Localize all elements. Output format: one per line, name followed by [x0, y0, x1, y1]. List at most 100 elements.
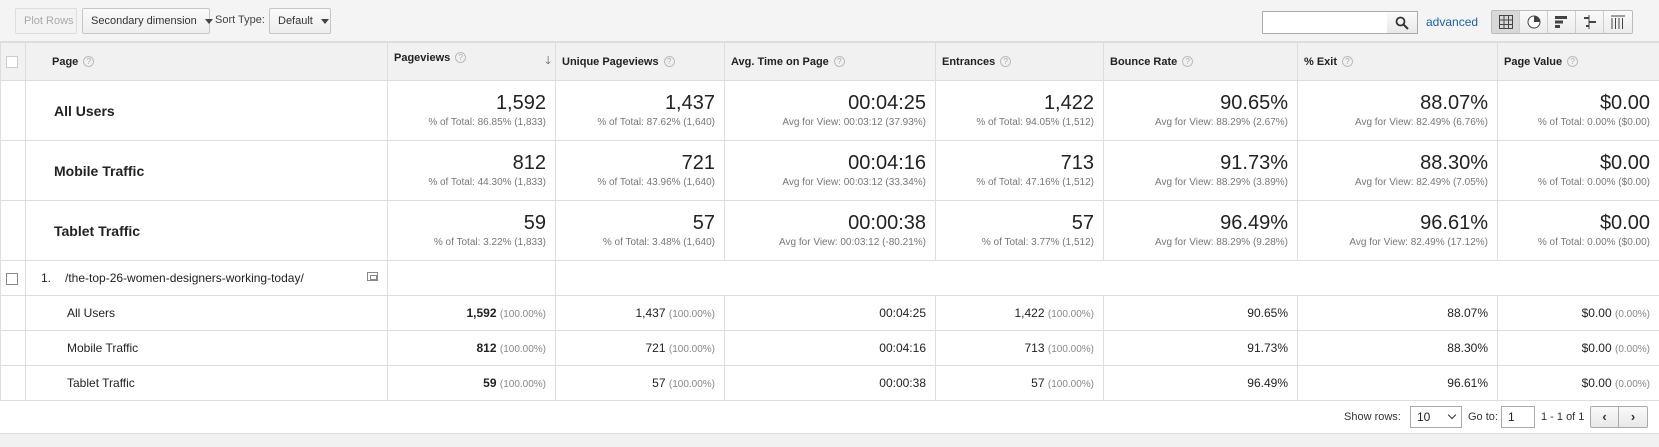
help-icon[interactable]: ? — [1000, 55, 1012, 67]
segment-unique: 1,437 (100.00%) — [555, 295, 725, 331]
header-avg-time[interactable]: Avg. Time on Page? — [724, 42, 936, 81]
help-icon[interactable]: ? — [455, 52, 467, 63]
header-exit[interactable]: % Exit? — [1297, 42, 1498, 81]
summary-value: 721 — [681, 152, 715, 174]
summary-subtext: % of Total: 94.05% (1,512) — [976, 117, 1094, 128]
search-button[interactable] — [1387, 11, 1418, 34]
summary-cell: $0.00 % of Total: 0.00% ($0.00) — [1497, 80, 1659, 141]
summary-value: 57 — [1071, 212, 1094, 234]
table-header-row: Page? Pageviews? 🡓 Unique Pageviews? Avg.… — [0, 42, 1659, 81]
summary-value: 00:04:25 — [848, 92, 926, 114]
chevron-right-icon: › — [1630, 409, 1636, 424]
select-all-checkbox[interactable] — [6, 55, 18, 68]
summary-row: Mobile Traffic 812 % of Total: 44.30% (1,… — [0, 140, 1659, 201]
segment-value: 812 — [476, 341, 497, 355]
search-icon — [1395, 16, 1409, 30]
table-row: 1. /the-top-26-women-designers-working-to… — [0, 260, 1659, 296]
summary-subtext: Avg for View: 82.49% (7.05%) — [1354, 177, 1488, 188]
summary-value: 59 — [523, 212, 546, 234]
table-view-button[interactable] — [1492, 11, 1520, 33]
summary-cell: 1,437 % of Total: 87.62% (1,640) — [555, 80, 725, 141]
help-icon[interactable]: ? — [1342, 55, 1354, 67]
segment-pct: (0.00%) — [1614, 379, 1650, 390]
header-page[interactable]: Page? — [25, 42, 388, 81]
row-checkbox[interactable] — [6, 272, 18, 285]
segment-entrances: 57 (100.00%) — [935, 365, 1104, 401]
help-icon[interactable]: ? — [83, 55, 95, 67]
segment-pct: (100.00%) — [499, 379, 546, 390]
page-path-link[interactable]: /the-top-26-women-designers-working-toda… — [65, 271, 304, 285]
segment-pct: (100.00%) — [499, 344, 546, 355]
segment-exit: 88.30% — [1297, 330, 1498, 366]
table-search-input[interactable] — [1262, 11, 1388, 34]
summary-cell: 57 % of Total: 3.48% (1,640) — [555, 200, 725, 261]
secondary-dimension-dropdown[interactable]: Secondary dimension — [82, 8, 213, 34]
segment-unique: 721 (100.00%) — [555, 330, 725, 366]
pivot-view-button[interactable] — [1604, 11, 1632, 33]
summary-subtext: % of Total: 0.00% ($0.00) — [1537, 117, 1650, 128]
show-rows-select[interactable]: 10 — [1410, 406, 1462, 428]
header-entrances[interactable]: Entrances? — [935, 42, 1104, 81]
header-unique-pageviews[interactable]: Unique Pageviews? — [555, 42, 725, 81]
row-select-cell — [0, 260, 26, 296]
page-cell: 1. /the-top-26-women-designers-working-to… — [25, 260, 388, 296]
performance-view-button[interactable] — [1548, 11, 1576, 33]
segment-value: 1,592 — [466, 306, 497, 320]
next-page-button[interactable]: › — [1619, 407, 1647, 427]
header-page-value-label: Page Value — [1504, 55, 1563, 68]
help-icon[interactable]: ? — [663, 55, 675, 67]
summary-value: 91.73% — [1220, 152, 1288, 174]
view-switcher — [1491, 10, 1633, 34]
segment-value: 1,422 — [1014, 306, 1045, 320]
help-icon[interactable]: ? — [1182, 55, 1194, 67]
summary-value: 00:04:16 — [848, 152, 926, 174]
header-pageviews[interactable]: Pageviews? 🡓 — [387, 42, 556, 81]
summary-value: 88.30% — [1420, 152, 1488, 174]
header-pageviews-label: Pageviews — [394, 52, 451, 64]
summary-subtext: Avg for View: 88.29% (3.89%) — [1154, 177, 1288, 188]
summary-row: All Users 1,592 % of Total: 86.85% (1,833… — [0, 80, 1659, 141]
header-bounce-rate[interactable]: Bounce Rate? — [1103, 42, 1298, 81]
summary-subtext: Avg for View: 82.49% (17.12%) — [1349, 237, 1488, 248]
previous-page-button[interactable]: ‹ — [1591, 407, 1619, 427]
segment-row: Mobile Traffic 812 (100.00%) 721 (100.00… — [0, 330, 1659, 366]
summary-subtext: Avg for View: 00:03:12 (37.93%) — [782, 117, 926, 128]
header-page-value[interactable]: Page Value? — [1497, 42, 1659, 81]
help-icon[interactable]: ? — [1567, 55, 1579, 67]
sort-type-dropdown[interactable]: Default — [269, 8, 331, 34]
summary-subtext: % of Total: 3.77% (1,512) — [981, 237, 1094, 248]
report-toolbar: Plot Rows Secondary dimension Sort Type:… — [0, 0, 1659, 42]
segment-exit: 88.07% — [1297, 295, 1498, 331]
open-page-icon[interactable] — [367, 272, 378, 281]
header-entrances-label: Entrances — [942, 55, 996, 68]
summary-subtext: % of Total: 3.48% (1,640) — [602, 237, 715, 248]
segment-pct: (0.00%) — [1614, 309, 1650, 320]
row-index: 1. — [41, 271, 52, 285]
comparison-view-button[interactable] — [1576, 11, 1604, 33]
pie-view-button[interactable] — [1520, 11, 1548, 33]
summary-subtext: Avg for View: 88.29% (2.67%) — [1154, 117, 1288, 128]
summary-subtext: % of Total: 43.96% (1,640) — [597, 177, 715, 188]
advanced-filter-link[interactable]: advanced — [1426, 15, 1479, 29]
pagination-bar: Show rows: 10 Go to: 1 1 - 1 of 1 ‹ › — [0, 401, 1659, 433]
sort-type-value: Default — [278, 15, 313, 27]
goto-page-input[interactable]: 1 — [1501, 406, 1535, 428]
plot-rows-button[interactable]: Plot Rows — [15, 8, 77, 34]
segment-avg-time: 00:00:38 — [724, 365, 936, 401]
table-view-icon — [1499, 15, 1513, 29]
summary-value: 812 — [512, 152, 546, 174]
help-icon[interactable]: ? — [833, 55, 845, 67]
segment-value: $0.00 — [1581, 306, 1612, 320]
segment-entrances: 1,422 (100.00%) — [935, 295, 1104, 331]
show-rows-value: 10 — [1417, 410, 1431, 424]
summary-subtext: Avg for View: 00:03:12 (-80.21%) — [779, 237, 926, 248]
segment-page-value: $0.00 (0.00%) — [1497, 295, 1659, 331]
segment-value: 713 — [1024, 341, 1045, 355]
summary-spacer — [0, 80, 26, 141]
segment-name: All Users — [25, 295, 388, 331]
segment-spacer — [0, 330, 26, 366]
segment-row: All Users 1,592 (100.00%) 1,437 (100.00%… — [0, 295, 1659, 331]
chevron-down-icon — [1447, 410, 1457, 420]
segment-pct: (100.00%) — [1047, 379, 1094, 390]
summary-cell: 00:04:25 Avg for View: 00:03:12 (37.93%) — [724, 80, 936, 141]
